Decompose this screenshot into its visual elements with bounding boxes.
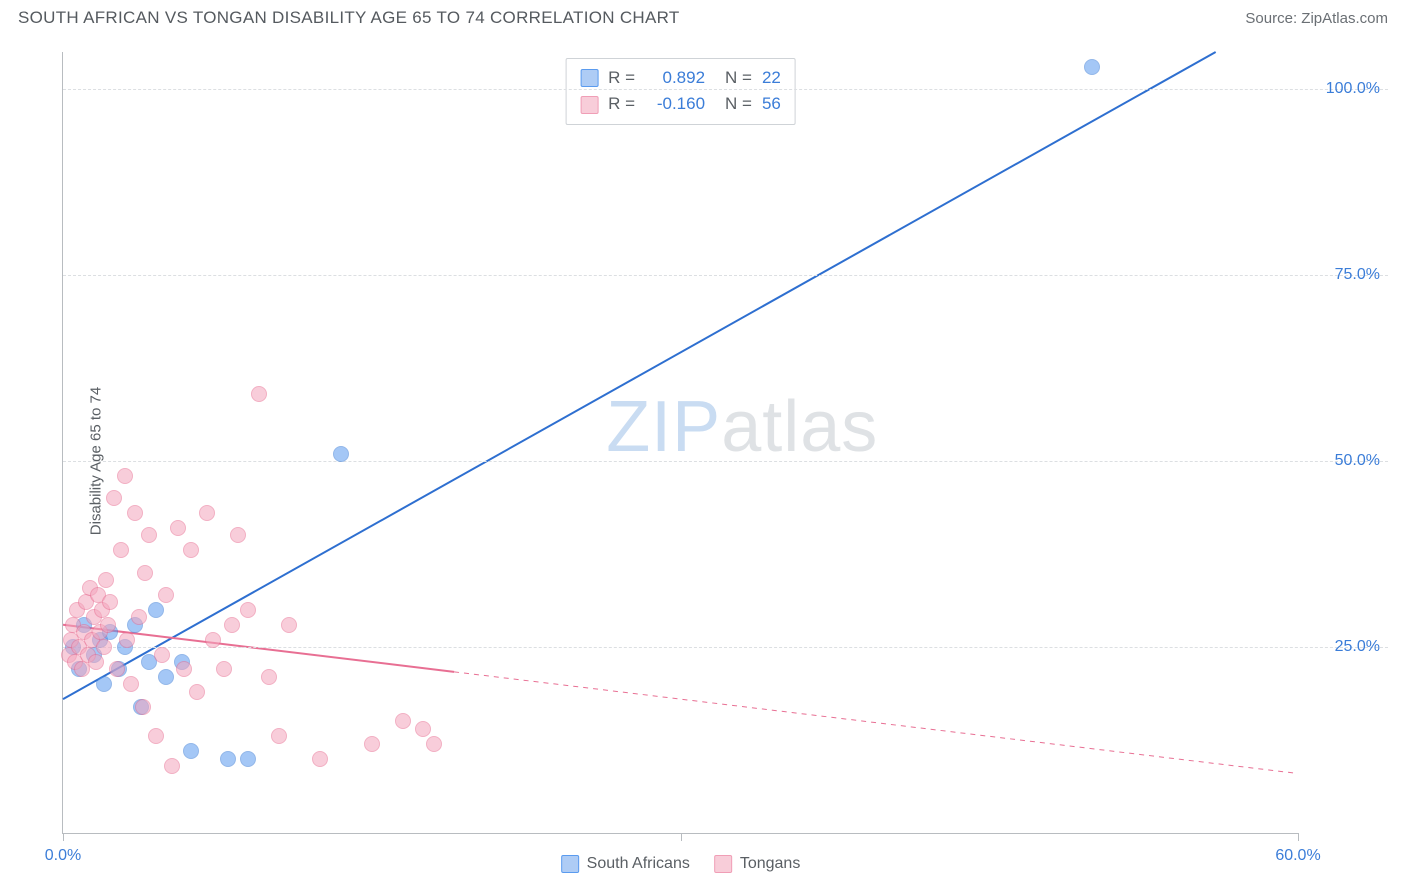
gridline-h xyxy=(63,275,1388,276)
ytick-label: 50.0% xyxy=(1335,452,1380,470)
scatter-point xyxy=(100,617,116,633)
scatter-point xyxy=(131,609,147,625)
xtick-label: 0.0% xyxy=(45,847,81,865)
scatter-point xyxy=(123,676,139,692)
scatter-point xyxy=(251,386,267,402)
scatter-point xyxy=(364,736,380,752)
scatter-point xyxy=(113,542,129,558)
scatter-point xyxy=(333,446,349,462)
scatter-point xyxy=(240,602,256,618)
legend-swatch-tongans xyxy=(714,855,732,873)
stats-row-south-africans: R = 0.892 N = 22 xyxy=(580,65,781,91)
n-value-south-africans: 22 xyxy=(762,65,781,91)
scatter-point xyxy=(106,490,122,506)
gridline-h xyxy=(63,89,1388,90)
stats-legend-box: R = 0.892 N = 22 R = -0.160 N = 56 xyxy=(565,58,796,125)
legend-swatch-south-africans xyxy=(561,855,579,873)
scatter-point xyxy=(96,639,112,655)
r-label: R = xyxy=(608,65,635,91)
n-label: N = xyxy=(725,91,752,117)
xtick-label: 60.0% xyxy=(1275,847,1320,865)
swatch-tongans xyxy=(580,96,598,114)
scatter-point xyxy=(148,602,164,618)
scatter-point xyxy=(199,505,215,521)
stats-row-tongans: R = -0.160 N = 56 xyxy=(580,91,781,117)
scatter-point xyxy=(230,527,246,543)
source-prefix: Source: xyxy=(1245,10,1301,27)
chart-header: SOUTH AFRICAN VS TONGAN DISABILITY AGE 6… xyxy=(0,0,1406,34)
legend-item-tongans: Tongans xyxy=(714,855,801,873)
scatter-point xyxy=(137,565,153,581)
ytick-label: 75.0% xyxy=(1335,266,1380,284)
scatter-point xyxy=(205,632,221,648)
gridline-h xyxy=(63,647,1388,648)
scatter-point xyxy=(220,751,236,767)
gridline-h xyxy=(63,461,1388,462)
scatter-point xyxy=(312,751,328,767)
scatter-point xyxy=(240,751,256,767)
scatter-point xyxy=(127,505,143,521)
ytick-label: 25.0% xyxy=(1335,638,1380,656)
scatter-point xyxy=(119,632,135,648)
scatter-point xyxy=(88,654,104,670)
scatter-point xyxy=(109,661,125,677)
scatter-point xyxy=(148,728,164,744)
scatter-point xyxy=(98,572,114,588)
scatter-point xyxy=(164,758,180,774)
scatter-point xyxy=(158,587,174,603)
scatter-point xyxy=(426,736,442,752)
legend-label-south-africans: South Africans xyxy=(587,855,690,873)
legend-item-south-africans: South Africans xyxy=(561,855,690,873)
scatter-point xyxy=(158,669,174,685)
xtick xyxy=(63,833,64,841)
r-value-south-africans: 0.892 xyxy=(645,65,705,91)
r-value-tongans: -0.160 xyxy=(645,91,705,117)
n-label: N = xyxy=(725,65,752,91)
scatter-point xyxy=(224,617,240,633)
scatter-point xyxy=(415,721,431,737)
ytick-label: 100.0% xyxy=(1326,80,1380,98)
scatter-point xyxy=(117,468,133,484)
chart-container: Disability Age 65 to 74 ZIPatlas R = 0.8… xyxy=(18,40,1388,882)
r-label: R = xyxy=(608,91,635,117)
trend-lines-layer xyxy=(63,52,1298,833)
scatter-point xyxy=(216,661,232,677)
chart-title: SOUTH AFRICAN VS TONGAN DISABILITY AGE 6… xyxy=(18,8,680,28)
n-value-tongans: 56 xyxy=(762,91,781,117)
scatter-point xyxy=(261,669,277,685)
scatter-point xyxy=(96,676,112,692)
scatter-point xyxy=(135,699,151,715)
scatter-point xyxy=(102,594,118,610)
scatter-point xyxy=(1084,59,1100,75)
scatter-point xyxy=(74,661,90,677)
scatter-point xyxy=(141,527,157,543)
scatter-point xyxy=(189,684,205,700)
source-link[interactable]: ZipAtlas.com xyxy=(1301,10,1388,27)
legend-bottom: South Africans Tongans xyxy=(561,855,801,873)
scatter-point xyxy=(176,661,192,677)
xtick xyxy=(681,833,682,841)
scatter-point xyxy=(395,713,411,729)
scatter-point xyxy=(183,542,199,558)
xtick xyxy=(1298,833,1299,841)
plot-area: ZIPatlas R = 0.892 N = 22 R = -0.160 N =… xyxy=(62,52,1298,834)
legend-label-tongans: Tongans xyxy=(740,855,801,873)
source-attribution: Source: ZipAtlas.com xyxy=(1245,10,1388,27)
scatter-point xyxy=(170,520,186,536)
swatch-south-africans xyxy=(580,69,598,87)
scatter-point xyxy=(271,728,287,744)
scatter-point xyxy=(154,647,170,663)
scatter-point xyxy=(281,617,297,633)
scatter-point xyxy=(183,743,199,759)
